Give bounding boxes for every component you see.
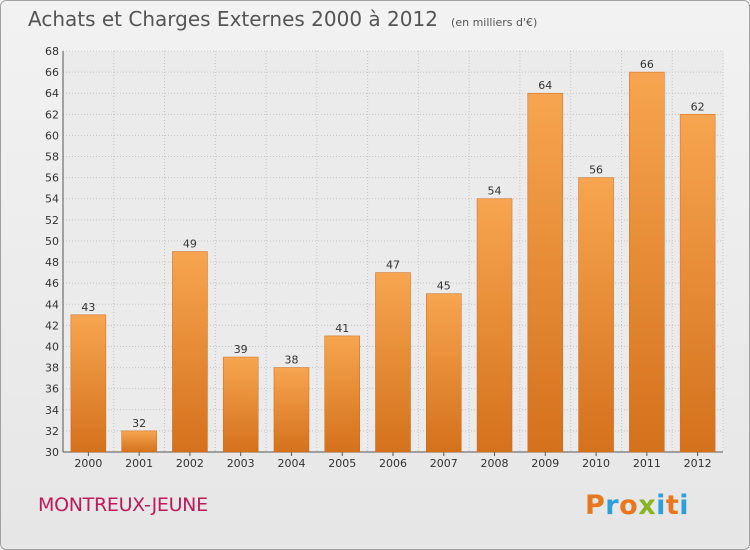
logo-letter: i <box>679 490 690 521</box>
y-tick-label: 58 <box>45 151 59 164</box>
data-label-2004: 38 <box>284 354 298 367</box>
y-tick-label: 50 <box>45 235 59 248</box>
data-label-2003: 39 <box>234 343 248 356</box>
y-tick-label: 44 <box>45 298 59 311</box>
chart-title: Achats et Charges Externes 2000 à 2012 <box>28 7 438 31</box>
axis-layer: 30 32 34 36 38 40 42 44 46 48 50 52 54 56 58 60 62 64 66 68… <box>45 45 723 470</box>
data-label-2001: 32 <box>132 417 146 430</box>
x-tick-label: 2002 <box>176 457 204 470</box>
bar-2003 <box>222 356 259 453</box>
x-tick-label: 2007 <box>430 457 458 470</box>
x-tick-label: 2005 <box>328 457 356 470</box>
bar-2011 <box>629 71 665 453</box>
bar-2002 <box>172 251 208 453</box>
bar-2000 <box>70 314 107 453</box>
bar-2007 <box>426 293 462 453</box>
label-layer: 43 32 49 39 38 41 47 45 54 64 56 66 62 <box>81 58 704 430</box>
bar-2006 <box>375 272 411 453</box>
bar-2012 <box>679 114 716 453</box>
y-tick-label: 60 <box>45 129 59 142</box>
bar-2004 <box>273 367 310 453</box>
data-label-2008: 54 <box>488 185 502 198</box>
y-tick-label: 52 <box>45 214 59 227</box>
x-tick-label: 2001 <box>125 457 153 470</box>
y-tick-label: 30 <box>45 446 59 459</box>
x-tick-label: 2006 <box>379 457 407 470</box>
x-tick-label: 2003 <box>227 457 255 470</box>
bar-2001 <box>121 430 157 453</box>
y-tick-label: 46 <box>45 277 59 290</box>
bar-2005 <box>324 335 360 453</box>
y-tick-label: 56 <box>45 172 59 185</box>
y-tick-label: 66 <box>45 66 59 79</box>
y-tick-label: 38 <box>45 362 59 375</box>
title-line: Achats et Charges Externes 2000 à 2012 (… <box>28 7 537 31</box>
chart-unit: (en milliers d'€) <box>451 16 538 29</box>
data-label-2006: 47 <box>386 259 400 272</box>
x-tick-label: 2009 <box>531 457 559 470</box>
data-label-2010: 56 <box>589 164 603 177</box>
logo-letter: x <box>638 490 657 521</box>
y-tick-label: 68 <box>45 45 59 58</box>
logo-letter: P <box>585 490 606 521</box>
data-label-2002: 49 <box>183 238 197 251</box>
y-tick-label: 32 <box>45 425 59 438</box>
y-tick-label: 36 <box>45 383 59 396</box>
logo-letter: r <box>605 490 620 521</box>
x-tick-label: 2012 <box>684 457 712 470</box>
commune-name: MONTREUX-JEUNE <box>38 494 208 516</box>
x-tick-label: 2011 <box>633 457 661 470</box>
y-tick-label: 34 <box>45 404 59 417</box>
logo-letter: o <box>619 490 639 521</box>
y-tick-label: 62 <box>45 108 59 121</box>
y-tick-label: 54 <box>45 193 59 206</box>
logo-letter: i <box>656 490 666 521</box>
bar-2008 <box>476 198 513 453</box>
y-tick-label: 42 <box>45 319 59 332</box>
x-tick-label: 2004 <box>277 457 305 470</box>
proxiti-logo[interactable]: Proxiti <box>585 490 689 521</box>
y-tick-label: 64 <box>45 87 59 100</box>
data-label-2007: 45 <box>437 280 451 293</box>
x-tick-label: 2010 <box>582 457 610 470</box>
y-tick-label: 40 <box>45 340 59 353</box>
data-label-2012: 62 <box>691 100 705 113</box>
y-tick-label: 48 <box>45 256 59 269</box>
data-label-2000: 43 <box>81 301 95 314</box>
bar-layer <box>70 71 716 453</box>
data-label-2005: 41 <box>335 322 349 335</box>
data-label-2011: 66 <box>640 58 654 71</box>
bar-2010 <box>578 177 614 453</box>
x-tick-label: 2000 <box>74 457 102 470</box>
logo-letter: t <box>665 490 680 521</box>
x-tick-label: 2008 <box>481 457 509 470</box>
bar-2009 <box>527 92 564 453</box>
data-label-2009: 64 <box>538 79 552 92</box>
